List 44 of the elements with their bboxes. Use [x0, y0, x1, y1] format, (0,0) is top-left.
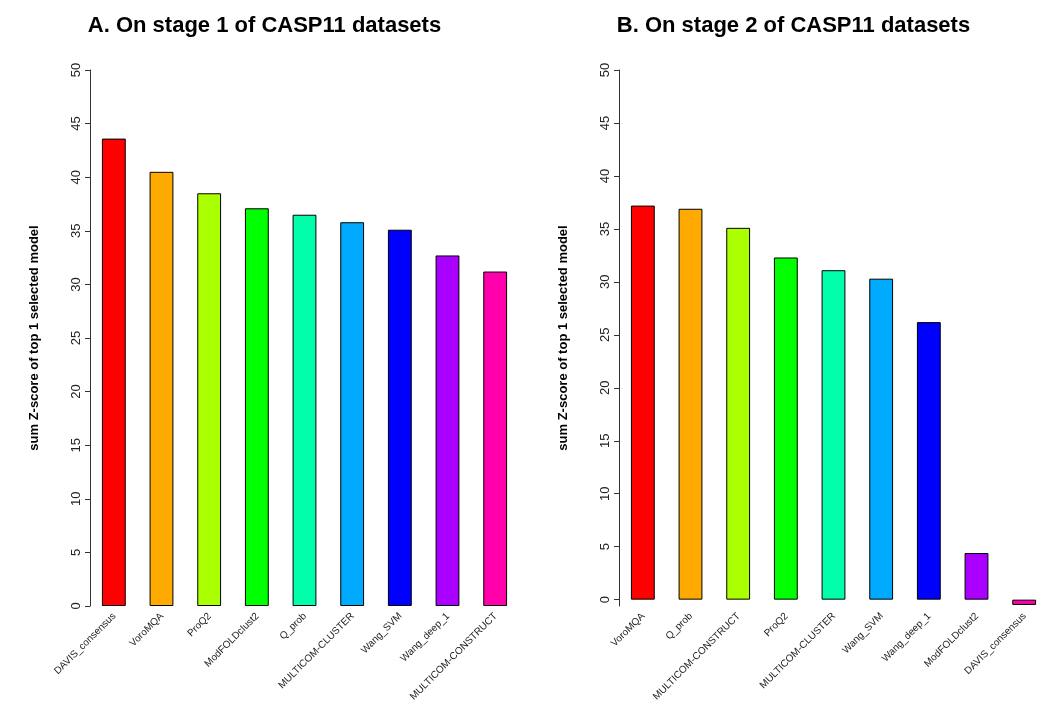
bar: [101, 138, 126, 606]
y-tick-label: 25: [68, 330, 83, 346]
y-tick-label: 50: [597, 62, 612, 78]
y-axis-title: sum Z-score of top 1 selected model: [555, 225, 570, 451]
y-tick-label: 40: [68, 169, 83, 185]
y-tick-label: 10: [68, 491, 83, 507]
y-tick-label: 45: [68, 116, 83, 131]
bar: [483, 271, 508, 606]
bar: [244, 208, 269, 606]
y-tick-label: 20: [68, 384, 83, 399]
bar: [292, 214, 317, 606]
bar: [435, 255, 460, 606]
bar: [197, 193, 222, 606]
y-tick-label: 10: [597, 486, 612, 501]
bar: [678, 208, 703, 600]
y-tick-label: 40: [597, 168, 612, 184]
y-tick-label: 35: [68, 223, 83, 239]
bar: [869, 278, 894, 600]
y-tick-label: 30: [597, 274, 612, 290]
y-tick-label: 0: [68, 602, 83, 610]
y-tick-label: 15: [597, 433, 612, 448]
y-tick-label: 35: [597, 221, 612, 237]
bar: [1012, 599, 1037, 605]
y-tick-label: 25: [597, 327, 612, 343]
y-tick-label: 20: [597, 380, 612, 396]
y-tick-label: 0: [597, 596, 612, 604]
chart-title: B. On stage 2 of CASP11 datasets: [616, 11, 971, 37]
y-tick-label: 30: [68, 277, 83, 292]
chart-title: A. On stage 1 of CASP11 datasets: [87, 11, 442, 37]
bar: [916, 322, 941, 600]
y-tick-label: 50: [68, 62, 83, 78]
bar: [821, 270, 846, 600]
y-tick-label: 45: [597, 115, 612, 131]
y-tick-label: 5: [597, 543, 612, 551]
bar: [964, 553, 989, 600]
bar: [340, 222, 365, 606]
bar: [726, 227, 751, 600]
y-axis-title: sum Z-score of top 1 selected model: [26, 225, 41, 451]
bar: [387, 229, 412, 606]
y-tick-label: 15: [68, 437, 83, 453]
bar: [149, 171, 174, 606]
bar: [773, 257, 798, 600]
bar: [630, 205, 655, 600]
y-tick-label: 5: [68, 548, 83, 557]
